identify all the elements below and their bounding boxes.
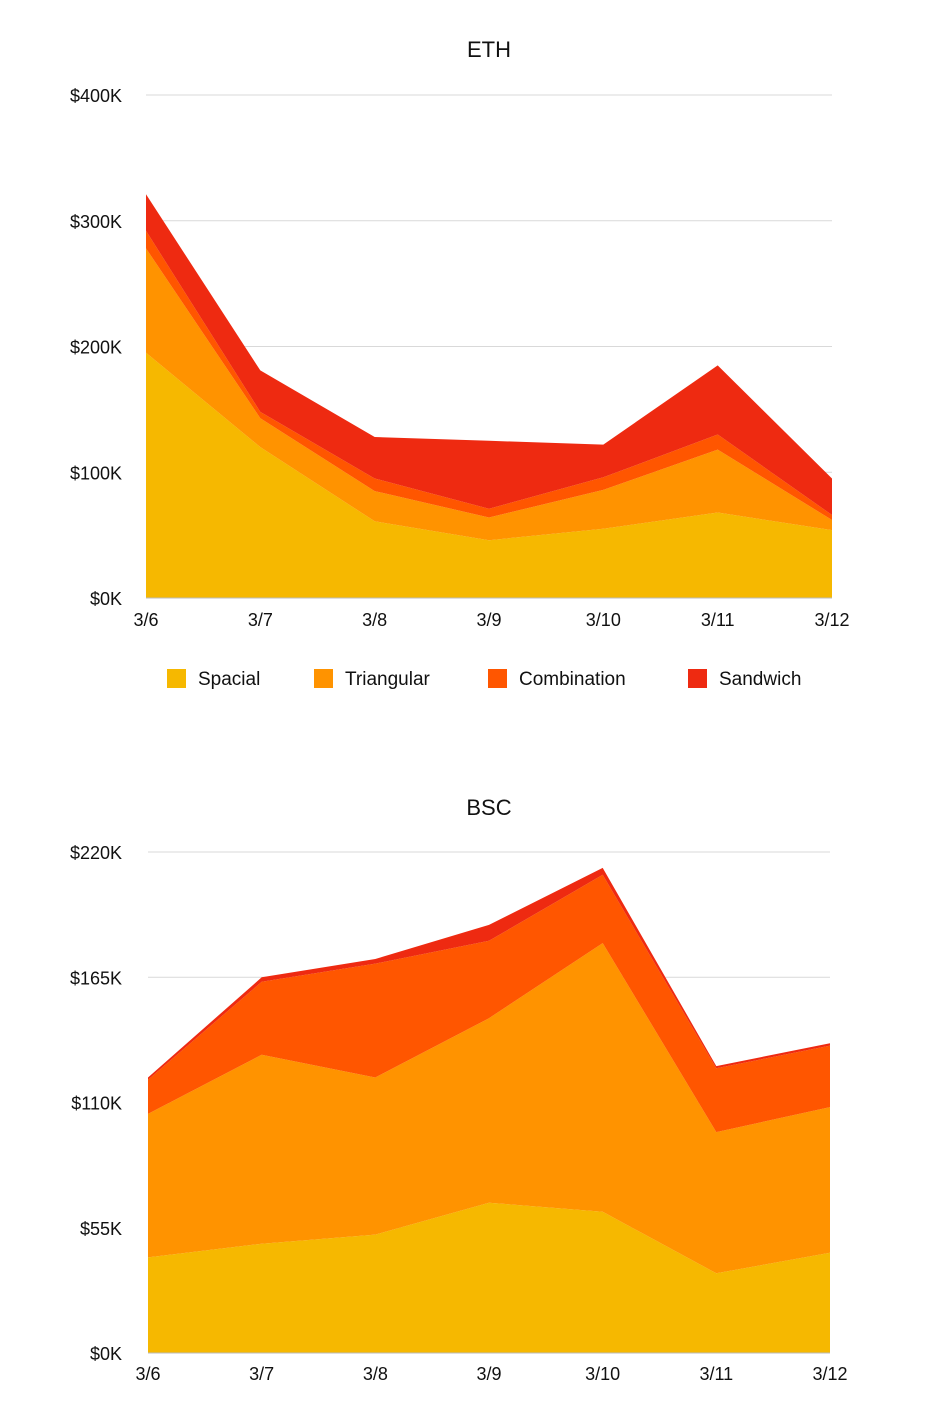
y-tick-label: $55K [80, 1219, 122, 1239]
chart-bsc: BSC $0K $55K $110K $165K $220K 3/6 3/7 3/8 3/9 3/1… [70, 795, 848, 1384]
y-tick-label: $400K [70, 86, 122, 106]
y-tick-label: $300K [70, 212, 122, 232]
x-tick-label: 3/10 [585, 1364, 620, 1384]
legend: Spacial Triangular Combination Sandwich [167, 669, 801, 690]
legend-label: Sandwich [719, 669, 801, 690]
legend-item-triangular: Triangular [314, 669, 431, 690]
chart-title: BSC [466, 795, 511, 820]
legend-item-combination: Combination [488, 669, 626, 690]
legend-item-spacial: Spacial [167, 669, 260, 690]
legend-item-sandwich: Sandwich [688, 669, 801, 690]
legend-label: Combination [519, 669, 626, 690]
y-tick-label: $0K [90, 589, 122, 609]
y-tick-label: $100K [70, 463, 122, 483]
x-tick-label: 3/8 [362, 610, 387, 630]
legend-swatch [688, 669, 707, 688]
x-tick-label: 3/9 [476, 610, 501, 630]
y-tick-label: $165K [70, 968, 122, 988]
x-tick-label: 3/7 [249, 1364, 274, 1384]
x-tick-label: 3/9 [476, 1364, 501, 1384]
x-tick-label: 3/11 [699, 1364, 733, 1384]
legend-swatch [314, 669, 333, 688]
x-tick-label: 3/6 [135, 1364, 160, 1384]
x-tick-label: 3/7 [248, 610, 273, 630]
x-tick-label: 3/10 [586, 610, 621, 630]
y-tick-label: $110K [71, 1094, 122, 1114]
x-tick-label: 3/8 [363, 1364, 388, 1384]
legend-swatch [488, 669, 507, 688]
chart-eth: ETH $0K $100K $200K $300K $400K 3/6 3/7 3/8 3/9 3/… [70, 37, 850, 630]
x-tick-label: 3/12 [814, 610, 849, 630]
x-tick-label: 3/11 [701, 610, 735, 630]
chart-title: ETH [467, 37, 511, 62]
x-tick-label: 3/6 [133, 610, 158, 630]
y-tick-label: $200K [70, 338, 122, 358]
x-tick-label: 3/12 [812, 1364, 847, 1384]
legend-label: Spacial [198, 669, 260, 690]
legend-label: Triangular [345, 669, 431, 690]
y-tick-label: $220K [70, 843, 122, 863]
y-tick-label: $0K [90, 1344, 122, 1364]
legend-swatch [167, 669, 186, 688]
